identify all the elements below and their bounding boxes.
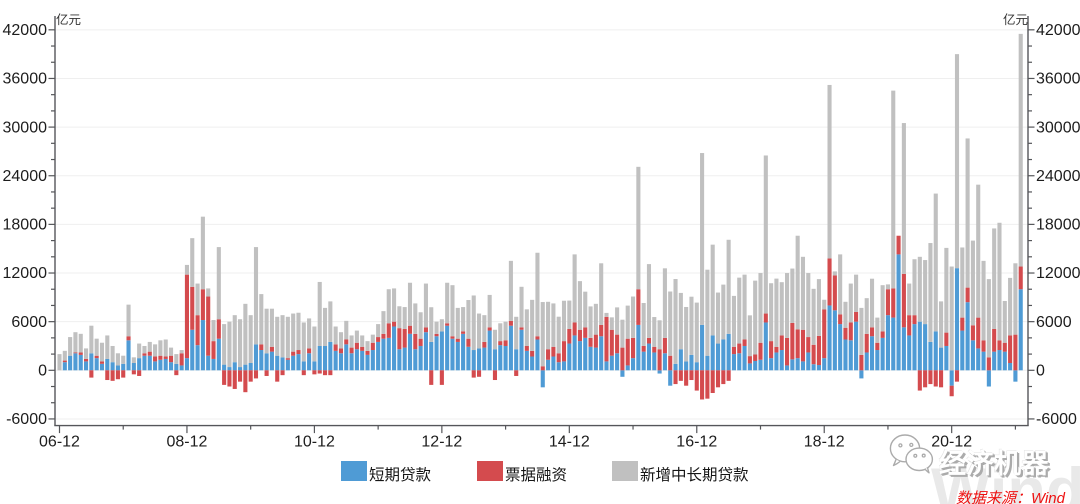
svg-text:36000: 36000	[3, 71, 48, 88]
svg-text:42000: 42000	[1036, 22, 1080, 39]
svg-text:36000: 36000	[1036, 71, 1080, 88]
svg-text:06-12: 06-12	[39, 434, 80, 451]
svg-text:30000: 30000	[3, 119, 48, 136]
svg-text:18000: 18000	[3, 217, 48, 234]
svg-text:20-12: 20-12	[931, 434, 972, 451]
svg-text:12000: 12000	[1036, 265, 1080, 282]
svg-text:42000: 42000	[3, 22, 48, 39]
svg-text:16-12: 16-12	[676, 434, 717, 451]
svg-text:24000: 24000	[3, 168, 48, 185]
svg-text:12000: 12000	[3, 265, 48, 282]
svg-text:6000: 6000	[1036, 314, 1072, 331]
svg-text:-6000: -6000	[6, 411, 47, 428]
svg-text:0: 0	[1036, 363, 1045, 380]
svg-text:08-12: 08-12	[166, 434, 207, 451]
svg-text:-6000: -6000	[1036, 411, 1077, 428]
svg-text:30000: 30000	[1036, 119, 1080, 136]
svg-text:6000: 6000	[11, 314, 47, 331]
svg-text:18000: 18000	[1036, 217, 1080, 234]
svg-text:18-12: 18-12	[804, 434, 845, 451]
svg-text:10-12: 10-12	[294, 434, 335, 451]
svg-text:12-12: 12-12	[421, 434, 462, 451]
svg-text:0: 0	[38, 363, 47, 380]
svg-text:14-12: 14-12	[549, 434, 590, 451]
svg-text:24000: 24000	[1036, 168, 1080, 185]
